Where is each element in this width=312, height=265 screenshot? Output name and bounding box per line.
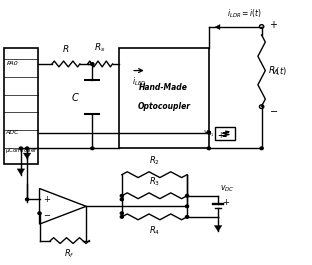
Polygon shape <box>17 169 25 175</box>
Circle shape <box>120 195 123 197</box>
Text: $C$: $C$ <box>71 91 80 103</box>
Text: $+$: $+$ <box>222 197 230 206</box>
Bar <box>4 48 38 164</box>
Polygon shape <box>214 226 222 231</box>
Text: ADC: ADC <box>5 130 19 135</box>
Circle shape <box>186 205 189 208</box>
Text: $v_{R_1}$: $v_{R_1}$ <box>203 129 214 139</box>
Circle shape <box>26 147 29 150</box>
Circle shape <box>19 147 22 150</box>
Circle shape <box>260 147 263 150</box>
Text: $v_{DC}$: $v_{DC}$ <box>220 184 235 195</box>
Text: $\mu$Controller: $\mu$Controller <box>5 147 38 156</box>
Text: $-$: $-$ <box>217 129 224 138</box>
Bar <box>119 48 209 148</box>
Text: $-$: $-$ <box>43 209 51 218</box>
Circle shape <box>120 212 123 215</box>
Circle shape <box>186 215 189 218</box>
Bar <box>215 127 235 140</box>
Text: $v(t)$: $v(t)$ <box>271 65 287 77</box>
Circle shape <box>91 63 94 65</box>
Text: $+$: $+$ <box>217 130 224 140</box>
Text: $i_{LED}$: $i_{LED}$ <box>132 76 146 88</box>
Text: $R_f$: $R_f$ <box>65 248 75 260</box>
Polygon shape <box>23 153 31 159</box>
Text: $+$: $+$ <box>43 195 51 204</box>
Circle shape <box>207 131 210 134</box>
Circle shape <box>91 147 94 150</box>
Text: $-$: $-$ <box>269 105 279 115</box>
Text: $R_s$: $R_s$ <box>94 41 106 54</box>
Circle shape <box>26 198 29 201</box>
Text: $i_{LDR}=i(t)$: $i_{LDR}=i(t)$ <box>227 8 262 20</box>
Text: $+$: $+$ <box>269 19 278 30</box>
Text: Hand-Made: Hand-Made <box>139 83 188 92</box>
Text: Optocoupler: Optocoupler <box>137 102 190 111</box>
Text: PA0: PA0 <box>7 61 19 67</box>
Text: $R_1$: $R_1$ <box>268 64 280 77</box>
Text: $R$: $R$ <box>62 43 70 54</box>
Text: $R_2$: $R_2$ <box>149 155 160 167</box>
Text: $R_4$: $R_4$ <box>149 224 160 237</box>
Polygon shape <box>215 25 220 30</box>
Circle shape <box>38 212 41 215</box>
Circle shape <box>120 198 123 201</box>
Text: $R_3$: $R_3$ <box>149 176 160 188</box>
Circle shape <box>207 147 210 150</box>
Circle shape <box>120 215 123 218</box>
Circle shape <box>186 195 189 197</box>
